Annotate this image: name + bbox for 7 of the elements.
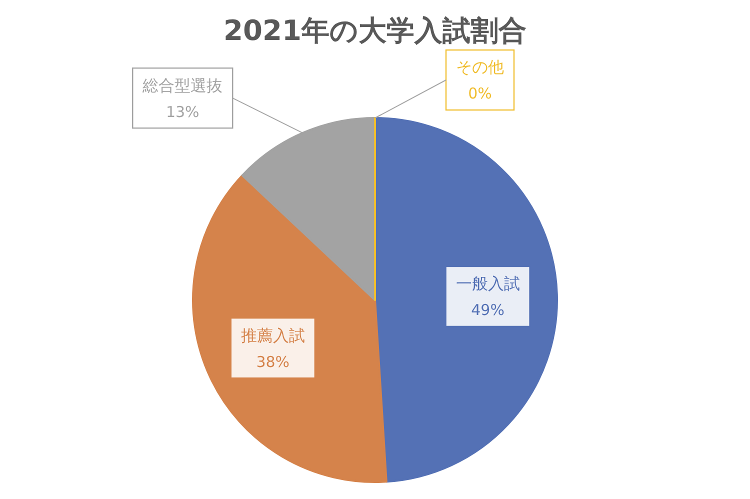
slice-label: 総合型選抜 [142, 76, 223, 95]
data-label: 13% [166, 102, 200, 121]
data-label: 38% [256, 352, 290, 371]
slice-label: 推薦入試 [240, 326, 305, 345]
title: 2021年の大学入試割合 [224, 14, 526, 47]
slice-label: 一般入試 [456, 274, 520, 294]
data-label: 49% [471, 301, 504, 320]
